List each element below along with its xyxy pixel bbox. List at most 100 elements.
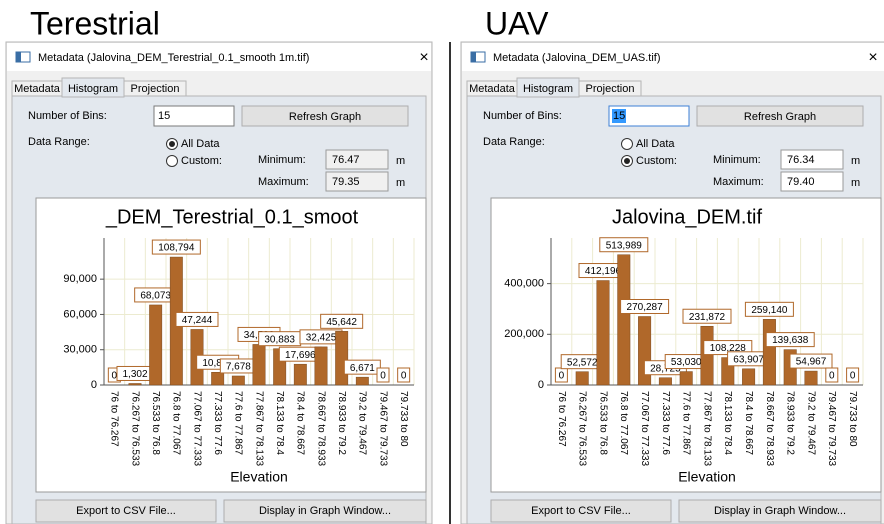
button-label[interactable]: Export to CSV File... bbox=[531, 505, 631, 517]
value-label: 0 bbox=[559, 371, 565, 382]
value-label: 0 bbox=[850, 371, 856, 382]
bins-value[interactable]: 15 bbox=[613, 110, 625, 122]
x-tick-label: 77.067 to 77.333 bbox=[639, 391, 650, 467]
tab[interactable] bbox=[578, 80, 642, 97]
window-title: Metadata (Jalovina_DEM_UAS.tif) bbox=[493, 52, 661, 64]
minimum-value[interactable]: 76.47 bbox=[332, 154, 360, 166]
value-label: 108,228 bbox=[710, 343, 747, 354]
radio-label[interactable]: All Data bbox=[181, 138, 220, 150]
x-tick-label: 79.2 to 79.467 bbox=[357, 391, 368, 455]
x-tick-label: 76.267 to 76.533 bbox=[129, 391, 140, 467]
radio-dot bbox=[624, 158, 630, 164]
bins-input[interactable] bbox=[608, 105, 690, 127]
x-tick-label: 79.733 to 80 bbox=[847, 391, 858, 447]
tab-label[interactable]: Histogram bbox=[523, 83, 573, 95]
value-label-box bbox=[789, 353, 833, 369]
bar bbox=[231, 375, 245, 386]
window-title: Metadata (Jalovina_DEM_Terestrial_0.1_sm… bbox=[38, 52, 309, 64]
x-axis-label: Elevation bbox=[230, 469, 288, 485]
maximum-input[interactable] bbox=[325, 171, 389, 192]
chart-title: Jalovina_DEM.tif bbox=[612, 206, 763, 228]
refresh-label[interactable]: Refresh Graph bbox=[744, 111, 816, 123]
button-label[interactable]: Display in Graph Window... bbox=[714, 505, 846, 517]
window-icon-band bbox=[16, 52, 21, 62]
tab-label[interactable]: Metadata bbox=[14, 83, 61, 95]
x-tick-label: 77.867 to 78.133 bbox=[253, 391, 264, 467]
button[interactable] bbox=[223, 499, 427, 523]
refresh-label[interactable]: Refresh Graph bbox=[289, 111, 361, 123]
bins-value[interactable]: 15 bbox=[158, 110, 170, 122]
x-tick-label: 77.6 to 77.867 bbox=[233, 391, 244, 455]
minimum-input[interactable] bbox=[780, 149, 844, 170]
bar bbox=[293, 363, 307, 386]
bar bbox=[314, 346, 328, 386]
x-tick-label: 76.8 to 77.067 bbox=[171, 391, 182, 455]
y-tick-label: 0 bbox=[91, 379, 97, 391]
bins-label: Number of Bins: bbox=[483, 110, 562, 122]
chart: Jalovina_DEM.tif 0 200,000 400,000 0 76 to 76… bbox=[504, 206, 864, 485]
value-label-box bbox=[744, 301, 794, 317]
maximum-input[interactable] bbox=[780, 171, 844, 192]
radio-dot bbox=[169, 141, 175, 147]
value-label: 68,073 bbox=[140, 291, 171, 302]
bar bbox=[742, 368, 756, 386]
value-label: 10,850 bbox=[202, 358, 233, 369]
radio[interactable] bbox=[166, 155, 178, 167]
value-label-box bbox=[175, 311, 219, 327]
tab-label[interactable]: Histogram bbox=[68, 83, 118, 95]
bar bbox=[128, 383, 142, 386]
tab-label[interactable]: Projection bbox=[586, 83, 635, 95]
tab-label[interactable]: Metadata bbox=[469, 83, 516, 95]
button[interactable] bbox=[678, 499, 882, 523]
y-tick-label: 0 bbox=[538, 379, 544, 391]
radio-label[interactable]: Custom: bbox=[636, 155, 677, 167]
y-tick-label: 90,000 bbox=[63, 273, 97, 285]
value-label: 412,196 bbox=[585, 266, 622, 277]
button-label[interactable]: Export to CSV File... bbox=[76, 505, 176, 517]
tab[interactable] bbox=[123, 80, 187, 97]
value-label: 139,638 bbox=[772, 335, 809, 346]
tab-label[interactable]: Projection bbox=[131, 83, 180, 95]
x-tick-label: 79.467 to 79.733 bbox=[826, 391, 837, 467]
title-bar bbox=[462, 43, 884, 71]
value-label: 259,140 bbox=[751, 305, 788, 316]
button[interactable] bbox=[490, 499, 672, 523]
button-label[interactable]: Display in Graph Window... bbox=[259, 505, 391, 517]
x-tick-label: 76.533 to 76.8 bbox=[150, 391, 161, 455]
value-label-box bbox=[682, 308, 732, 324]
x-tick-label: 77.067 to 77.333 bbox=[191, 391, 202, 467]
value-label-box bbox=[620, 298, 670, 314]
minimum-input[interactable] bbox=[325, 149, 389, 170]
maximum-value[interactable]: 79.35 bbox=[332, 176, 360, 188]
refresh-button[interactable] bbox=[241, 105, 409, 127]
metadata-panel: UAV Metadata (Jalovina_DEM_UAS.tif) × Metad… bbox=[460, 5, 884, 524]
value-label: 32,425 bbox=[306, 333, 337, 344]
y-tick-label: 400,000 bbox=[504, 278, 544, 290]
value-label: 17,696 bbox=[285, 350, 316, 361]
value-label: 52,572 bbox=[567, 357, 598, 368]
minimum-label: Minimum: bbox=[258, 154, 306, 166]
bins-input[interactable] bbox=[153, 105, 235, 127]
bar bbox=[575, 371, 589, 386]
value-label: 47,244 bbox=[182, 315, 213, 326]
close-button[interactable]: × bbox=[419, 49, 428, 66]
radio-label[interactable]: Custom: bbox=[181, 155, 222, 167]
x-tick-label: 76 to 76.267 bbox=[109, 391, 120, 447]
value-label-box bbox=[825, 367, 839, 383]
minimum-label: Minimum: bbox=[713, 154, 761, 166]
refresh-button[interactable] bbox=[696, 105, 864, 127]
x-tick-label: 78.933 to 79.2 bbox=[785, 391, 796, 455]
button[interactable] bbox=[35, 499, 217, 523]
unit: m bbox=[851, 177, 860, 189]
minimum-value[interactable]: 76.34 bbox=[787, 154, 815, 166]
maximum-value[interactable]: 79.40 bbox=[787, 176, 815, 188]
radio-label[interactable]: All Data bbox=[636, 138, 675, 150]
x-tick-label: 76.8 to 77.067 bbox=[618, 391, 629, 455]
bar bbox=[355, 376, 369, 386]
x-tick-label: 78.4 to 78.667 bbox=[295, 391, 306, 455]
close-button[interactable]: × bbox=[868, 49, 877, 66]
x-tick-label: 76.533 to 76.8 bbox=[597, 391, 608, 455]
radio[interactable] bbox=[621, 138, 633, 150]
value-label: 231,872 bbox=[689, 312, 726, 323]
